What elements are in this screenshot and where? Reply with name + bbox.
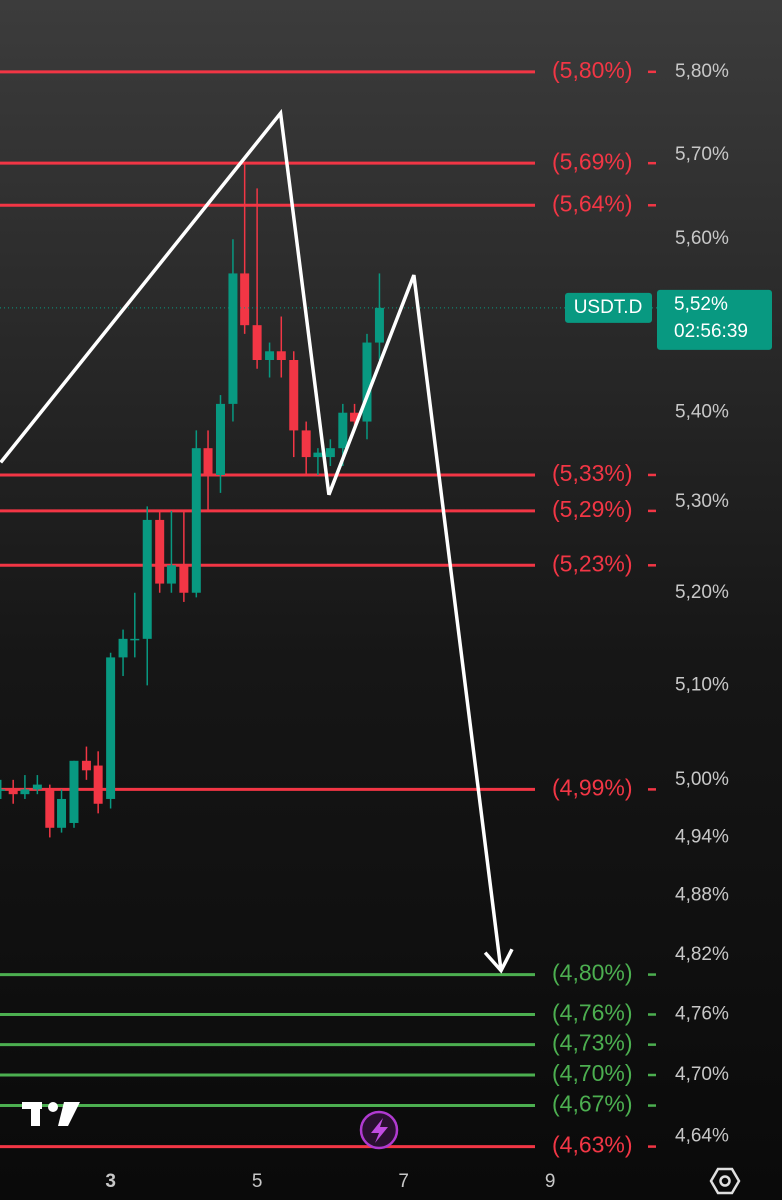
level-label: (4,76%) [552, 1000, 633, 1026]
countdown-label: 02:56:39 [674, 321, 748, 342]
y-tick-label: 5,00% [675, 769, 729, 790]
x-tick-label: 7 [398, 1171, 409, 1192]
arrow-head [483, 948, 514, 974]
y-tick-label: 4,76% [675, 1004, 729, 1025]
plot-area [0, 70, 660, 1149]
candle-body [338, 412, 348, 449]
level-label: (4,80%) [552, 960, 633, 986]
candle-body [142, 519, 152, 639]
level-label: (5,33%) [552, 460, 633, 486]
x-tick-label: 9 [545, 1171, 556, 1192]
y-tick-label: 5,70% [675, 144, 729, 165]
y-tick-label: 5,30% [675, 491, 729, 512]
candle-body [374, 307, 384, 343]
candle-body [191, 448, 201, 593]
candle-body [228, 273, 238, 404]
level-label: (4,67%) [552, 1091, 633, 1117]
logo [22, 1102, 80, 1126]
candle-body [203, 448, 213, 475]
price-tag [657, 289, 772, 350]
candle-body [118, 638, 128, 658]
candle-body [8, 789, 18, 795]
level-label: (5,80%) [552, 57, 633, 83]
y-tick-label: 4,88% [675, 885, 729, 906]
y-tick-label: 5,20% [675, 582, 729, 603]
candle-body [166, 565, 176, 584]
y-tick-label: 4,64% [675, 1125, 729, 1146]
candle-body [130, 638, 140, 641]
candle-body [313, 452, 323, 458]
candle-body [276, 351, 286, 361]
candle-body [350, 412, 360, 422]
x-tick-label: 5 [252, 1171, 263, 1192]
axes: 5,80% 5,70% 5,60% 5,40% 5,30% 5,20% 5,10% 5,00%… [105, 57, 772, 1192]
pattern-drawing [0, 108, 503, 971]
level-label: (5,23%) [552, 550, 633, 576]
price-label: 5,52% [674, 294, 728, 315]
candle-body [362, 342, 372, 422]
level-label: (4,70%) [552, 1060, 633, 1086]
lightning-button[interactable] [359, 1110, 399, 1150]
candle-body [240, 273, 250, 326]
symbol-tag [565, 292, 652, 323]
candle-body [45, 789, 55, 828]
y-tick-label: 4,94% [675, 826, 729, 847]
x-tick-label: 3 [105, 1171, 116, 1192]
candle-body [69, 760, 79, 823]
level-label: (5,64%) [552, 190, 633, 216]
candle-body [81, 760, 91, 771]
candle-body [57, 798, 67, 828]
candle-body [20, 789, 30, 795]
level-label: (4,73%) [552, 1030, 633, 1056]
candle-body [179, 565, 189, 593]
level-label: (4,63%) [552, 1132, 633, 1158]
candle-body [155, 519, 165, 584]
y-tick-label: 5,40% [675, 402, 729, 423]
level-label: (5,69%) [552, 148, 633, 174]
candle-body [0, 789, 6, 791]
candle-body [265, 351, 275, 361]
candle-body [32, 784, 42, 790]
level-label: (5,29%) [552, 496, 633, 522]
y-tick-label: 5,80% [675, 61, 729, 82]
candle-body [252, 325, 262, 361]
settings-button[interactable] [709, 1167, 741, 1195]
symbol-label: USDT.D [574, 297, 643, 318]
y-tick-label: 5,60% [675, 228, 729, 249]
y-tick-label: 4,82% [675, 944, 729, 965]
candle-body [325, 448, 335, 458]
y-tick-label: 5,10% [675, 674, 729, 695]
candle-body [215, 403, 225, 475]
y-tick-label: 4,70% [675, 1064, 729, 1085]
candle-body [289, 360, 299, 431]
candle-body [93, 765, 103, 804]
candle-body [301, 430, 311, 458]
candle-body [106, 657, 116, 799]
level-label: (4,99%) [552, 774, 633, 800]
